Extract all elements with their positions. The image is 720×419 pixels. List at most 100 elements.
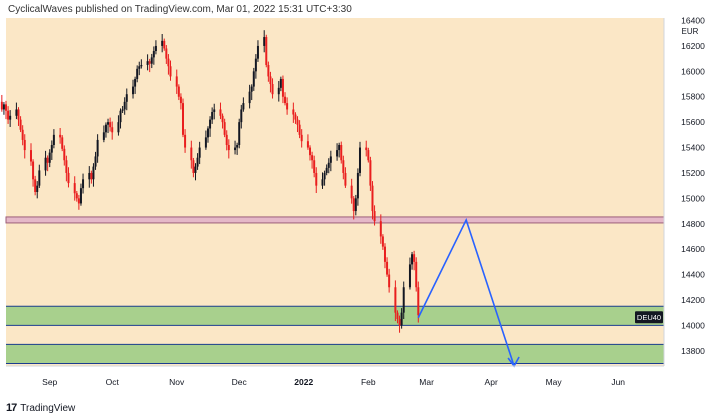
candle bbox=[417, 281, 420, 323]
candle bbox=[21, 125, 24, 146]
candle bbox=[263, 30, 266, 53]
candle bbox=[227, 139, 230, 159]
candle-body bbox=[181, 103, 184, 135]
candle bbox=[7, 106, 10, 124]
candle-body bbox=[413, 254, 416, 262]
candle-body bbox=[236, 145, 239, 148]
candle bbox=[256, 40, 259, 62]
candle bbox=[102, 125, 105, 143]
candle bbox=[167, 54, 170, 75]
candle-body bbox=[17, 109, 20, 120]
candle-body bbox=[165, 48, 168, 59]
x-tick-label: Jun bbox=[611, 377, 625, 387]
candle bbox=[240, 104, 243, 129]
candle-body bbox=[121, 109, 124, 111]
candle bbox=[0, 94, 3, 112]
candle-body bbox=[344, 172, 347, 186]
candle bbox=[402, 281, 405, 320]
candle bbox=[400, 308, 403, 329]
candle-body bbox=[140, 64, 143, 67]
candle bbox=[77, 194, 80, 210]
candle bbox=[254, 54, 257, 79]
candle bbox=[94, 151, 97, 170]
candle-body bbox=[184, 134, 187, 148]
candle-body bbox=[15, 109, 18, 116]
candle bbox=[336, 143, 339, 161]
candle-body bbox=[94, 156, 97, 167]
candle-body bbox=[117, 122, 120, 133]
candle-body bbox=[107, 122, 110, 125]
candle-body bbox=[383, 246, 386, 262]
candle bbox=[394, 280, 397, 322]
candle bbox=[169, 60, 172, 81]
candle bbox=[352, 196, 355, 220]
candle bbox=[111, 121, 114, 140]
candle bbox=[338, 142, 341, 158]
candle-body bbox=[298, 124, 301, 135]
candle bbox=[367, 147, 370, 163]
candle-body bbox=[75, 193, 78, 199]
candle-body bbox=[148, 61, 151, 64]
candle bbox=[65, 155, 68, 182]
candle bbox=[211, 107, 214, 124]
candle bbox=[5, 100, 7, 120]
candle-body bbox=[254, 58, 257, 72]
candle bbox=[107, 118, 110, 134]
candle bbox=[354, 194, 357, 216]
candle bbox=[165, 45, 168, 64]
candle-body bbox=[63, 148, 66, 161]
candle bbox=[61, 135, 64, 152]
candle-body bbox=[325, 167, 328, 173]
candle bbox=[38, 164, 41, 188]
candle-body bbox=[21, 129, 24, 140]
brand-name: TradingView bbox=[20, 402, 76, 414]
candle bbox=[29, 143, 32, 166]
candle bbox=[413, 250, 416, 271]
candle-body bbox=[82, 179, 85, 189]
candle-body bbox=[336, 150, 339, 157]
candle-body bbox=[300, 134, 303, 142]
candle-body bbox=[190, 147, 193, 161]
y-tick-label: 15400 bbox=[681, 143, 705, 153]
candle-body bbox=[146, 61, 149, 65]
candle-body bbox=[177, 86, 180, 97]
candle-body bbox=[269, 76, 272, 85]
candle bbox=[296, 116, 299, 133]
candle bbox=[90, 170, 93, 184]
candle-body bbox=[59, 134, 62, 138]
candle-body bbox=[411, 254, 414, 265]
candle-body bbox=[323, 172, 326, 180]
candle bbox=[138, 61, 141, 76]
candle bbox=[315, 167, 318, 194]
candle bbox=[75, 190, 78, 202]
candle-body bbox=[281, 78, 284, 97]
candle-body bbox=[79, 188, 82, 204]
candle bbox=[398, 315, 401, 333]
candle-body bbox=[356, 172, 359, 199]
candle bbox=[134, 76, 137, 94]
x-tick-label: Mar bbox=[419, 377, 434, 387]
candle bbox=[161, 34, 164, 53]
candle bbox=[309, 145, 312, 161]
candle bbox=[298, 120, 301, 139]
candle-body bbox=[371, 185, 374, 212]
candle-body bbox=[296, 119, 299, 125]
candle bbox=[292, 102, 295, 123]
candle-body bbox=[61, 137, 64, 149]
candle bbox=[52, 129, 55, 149]
candle-body bbox=[388, 274, 391, 288]
candle-body bbox=[7, 110, 10, 120]
candle-body bbox=[248, 91, 251, 104]
candle-body bbox=[19, 119, 22, 130]
candle bbox=[206, 126, 209, 143]
candle-body bbox=[234, 147, 237, 151]
candle-body bbox=[136, 68, 139, 79]
candle-body bbox=[354, 198, 357, 212]
candle bbox=[383, 243, 386, 269]
candle-body bbox=[256, 45, 259, 59]
candle bbox=[123, 97, 126, 115]
candle bbox=[96, 134, 99, 163]
candle bbox=[136, 65, 139, 83]
price-chart[interactable]: 16400 16200 16000 15800 15600 15400 15200 15000… bbox=[0, 16, 720, 400]
x-tick-label: Nov bbox=[169, 377, 185, 387]
